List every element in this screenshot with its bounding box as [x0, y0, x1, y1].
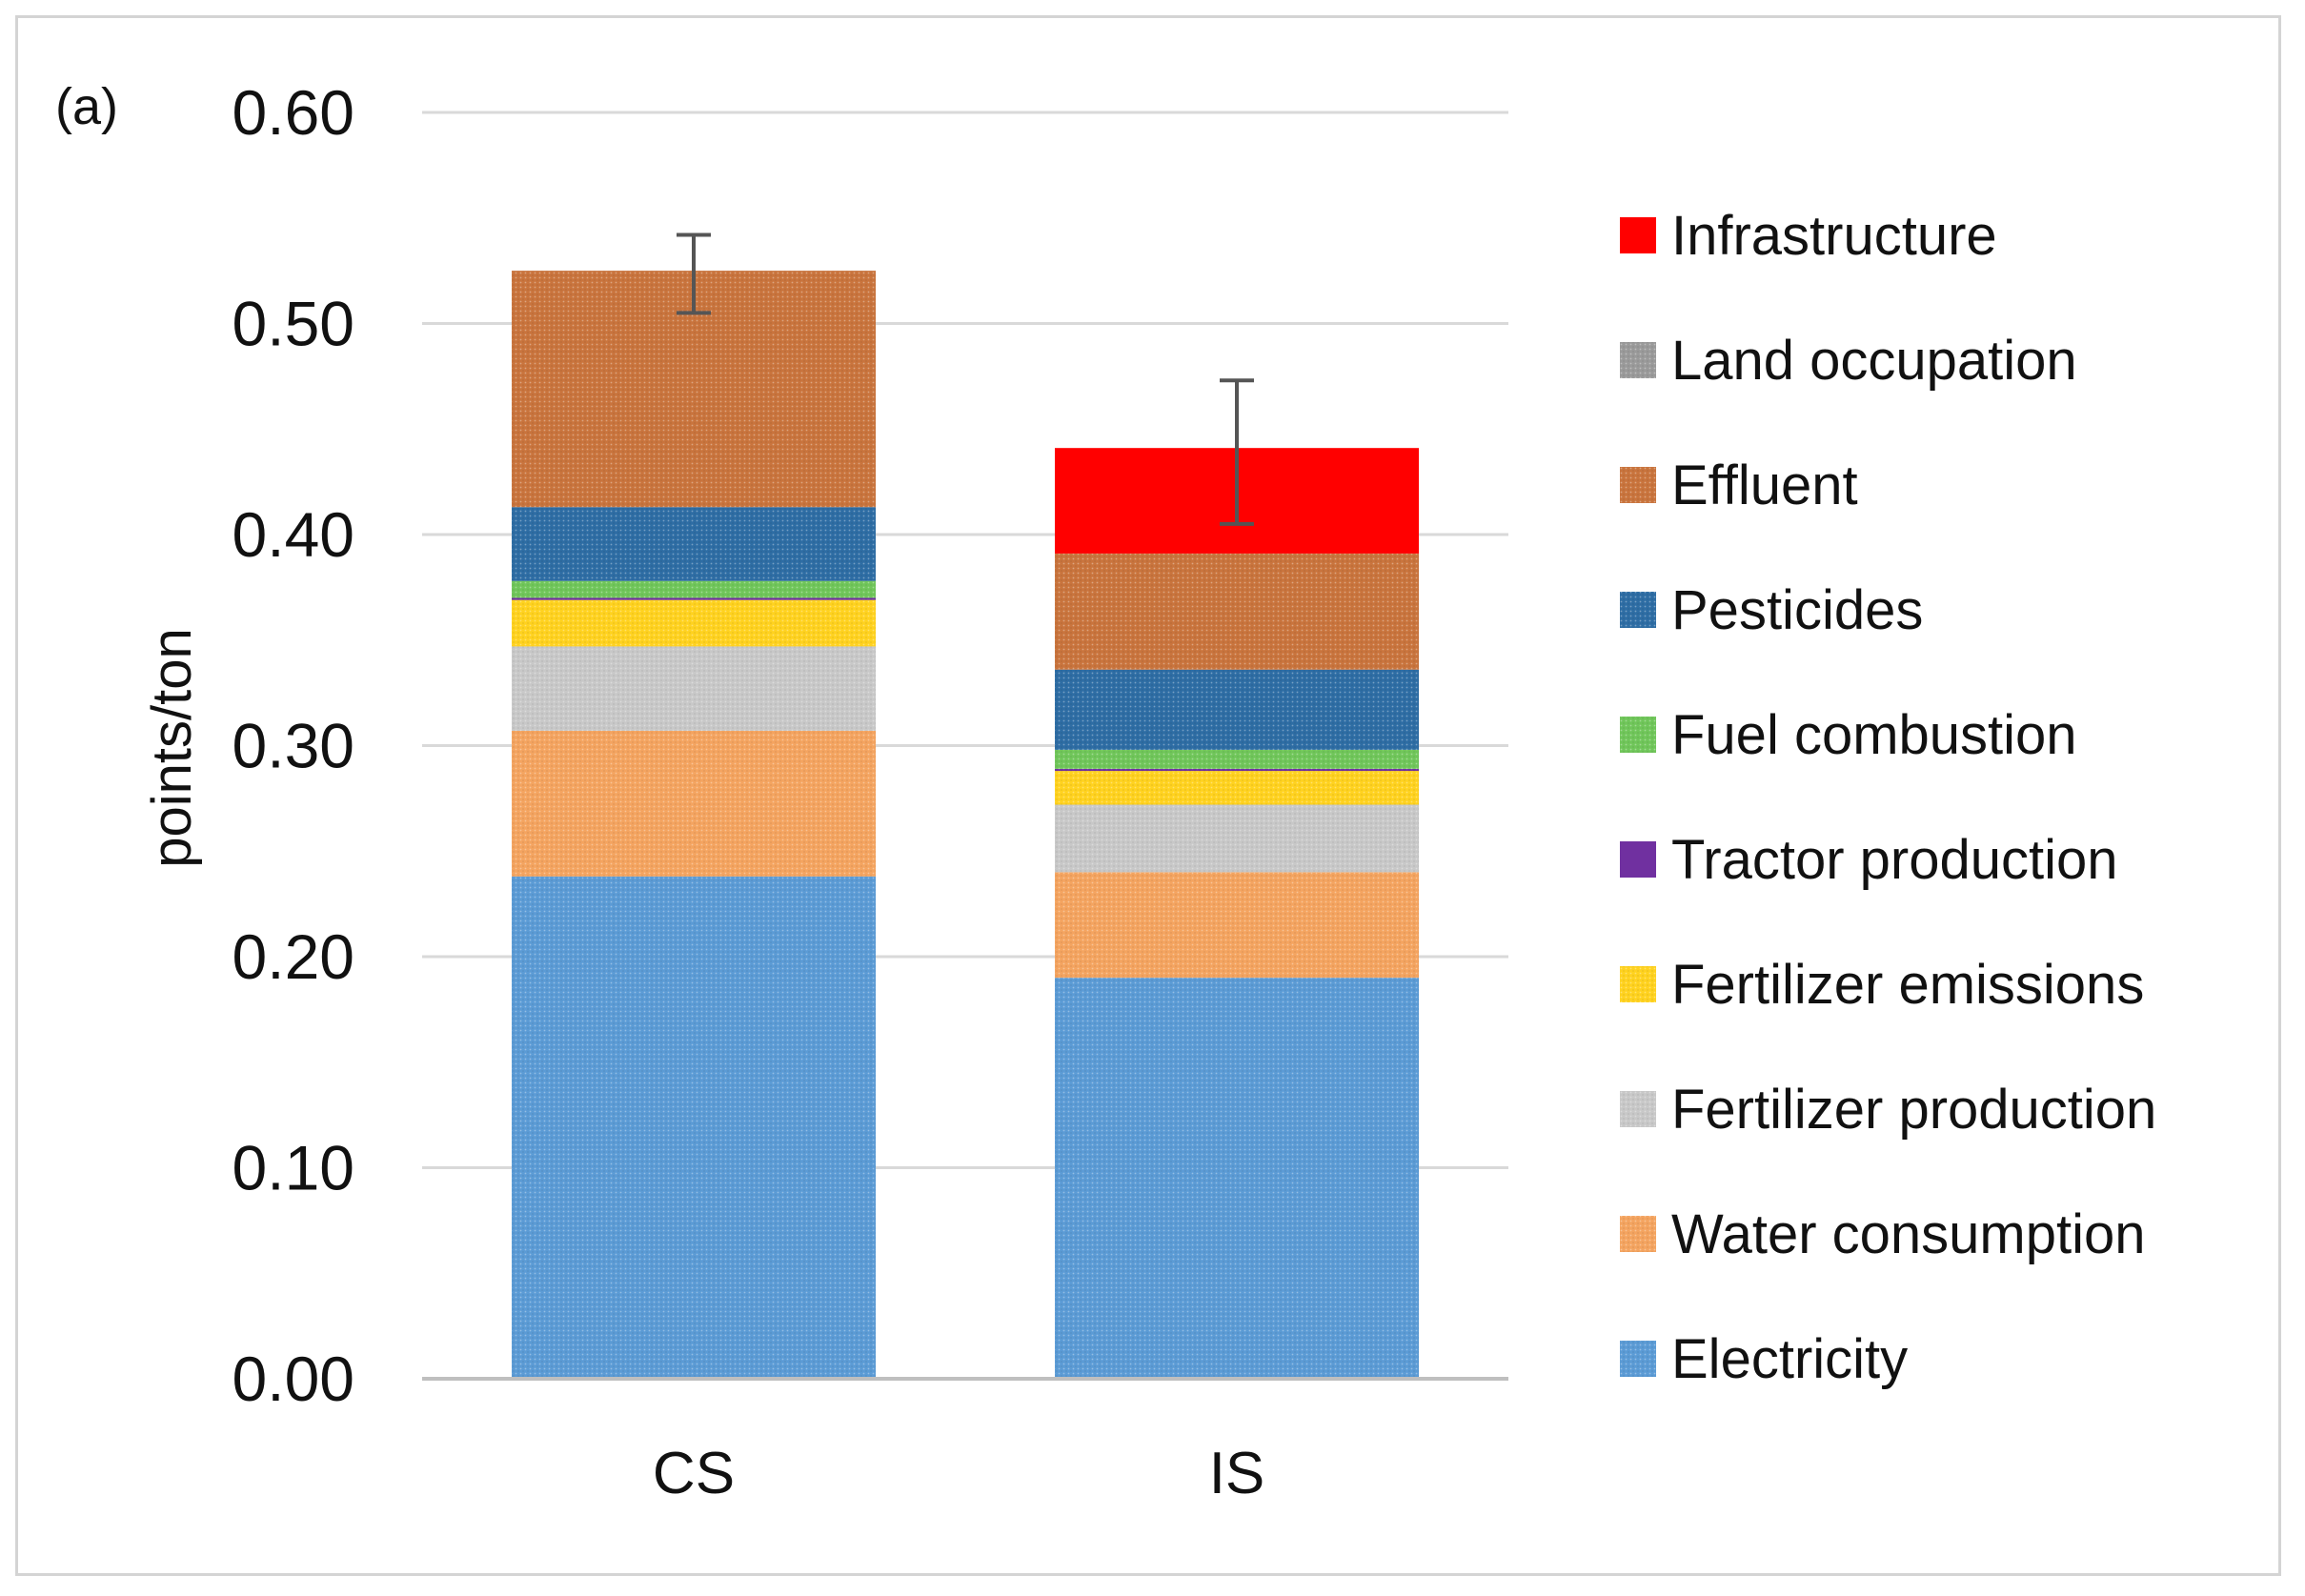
legend-item-infrastructure: Infrastructure [1620, 205, 1997, 267]
legend: Infrastructure Land occupation Effluent Pes… [1620, 205, 2156, 1390]
bar-texture [1055, 978, 1419, 1379]
y-tick-label: 0.30 [233, 711, 354, 781]
y-tick-label: 0.50 [233, 289, 354, 359]
bar-texture [1055, 749, 1419, 769]
bar-texture [1055, 872, 1419, 979]
legend-item-electricity: Electricity [1620, 1328, 1908, 1390]
bar-texture [512, 507, 876, 581]
bar-texture [1055, 771, 1419, 805]
legend-item-effluent: Effluent [1620, 455, 1858, 516]
legend-item-fertilizer-production: Fertilizer production [1620, 1079, 2156, 1141]
error-bars [677, 232, 1254, 526]
y-tick-label: 0.60 [233, 77, 354, 148]
legend-label: Electricity [1671, 1328, 1908, 1390]
legend-swatch [1620, 217, 1656, 253]
bar-texture [512, 580, 876, 598]
y-tick-label: 0.00 [233, 1343, 354, 1414]
axes: 0.00 0.10 0.20 0.30 0.40 0.50 0.60 CS IS [233, 77, 1508, 1506]
bar-texture [1055, 768, 1419, 772]
error-bar-is [1220, 378, 1254, 526]
legend-label: Fuel combustion [1671, 704, 2077, 766]
y-tick-label: 0.40 [233, 499, 354, 570]
legend-item-tractor-production: Tractor production [1620, 829, 2118, 891]
legend-label: Water consumption [1671, 1203, 2146, 1265]
legend-item-fertilizer-emissions: Fertilizer emissions [1620, 954, 2144, 1016]
panel-label: (a) [55, 78, 118, 135]
y-tick-label: 0.10 [233, 1133, 354, 1203]
legend-label: Land occupation [1671, 330, 2077, 392]
y-axis-label: points/ton [141, 628, 203, 868]
bar-texture [512, 876, 876, 1379]
x-category-label: IS [1209, 1441, 1265, 1506]
bar-texture [512, 599, 876, 647]
bar-texture [1055, 669, 1419, 750]
legend-label: Effluent [1671, 455, 1858, 516]
legend-item-land-occupation: Land occupation [1620, 330, 2077, 392]
legend-swatch [1620, 841, 1656, 878]
legend-item-fuel-combustion: Fuel combustion [1620, 704, 2077, 766]
legend-label: Fertilizer emissions [1671, 954, 2144, 1016]
bar-texture [512, 646, 876, 731]
bar-texture [512, 597, 876, 600]
x-category-label: CS [653, 1441, 735, 1506]
legend-label: Fertilizer production [1671, 1079, 2156, 1141]
legend-label: Pesticides [1671, 579, 1923, 641]
legend-item-pesticides: Pesticides [1620, 579, 1923, 641]
legend-label: Tractor production [1671, 829, 2118, 891]
bar-texture [512, 730, 876, 877]
legend-label: Infrastructure [1671, 205, 1997, 267]
bar-texture [1055, 553, 1419, 670]
legend-item-water-consumption: Water consumption [1620, 1203, 2146, 1265]
bars [512, 271, 1419, 1379]
error-bar-cs [677, 232, 711, 315]
y-tick-label: 0.20 [233, 921, 354, 992]
bar-texture [1055, 804, 1419, 873]
